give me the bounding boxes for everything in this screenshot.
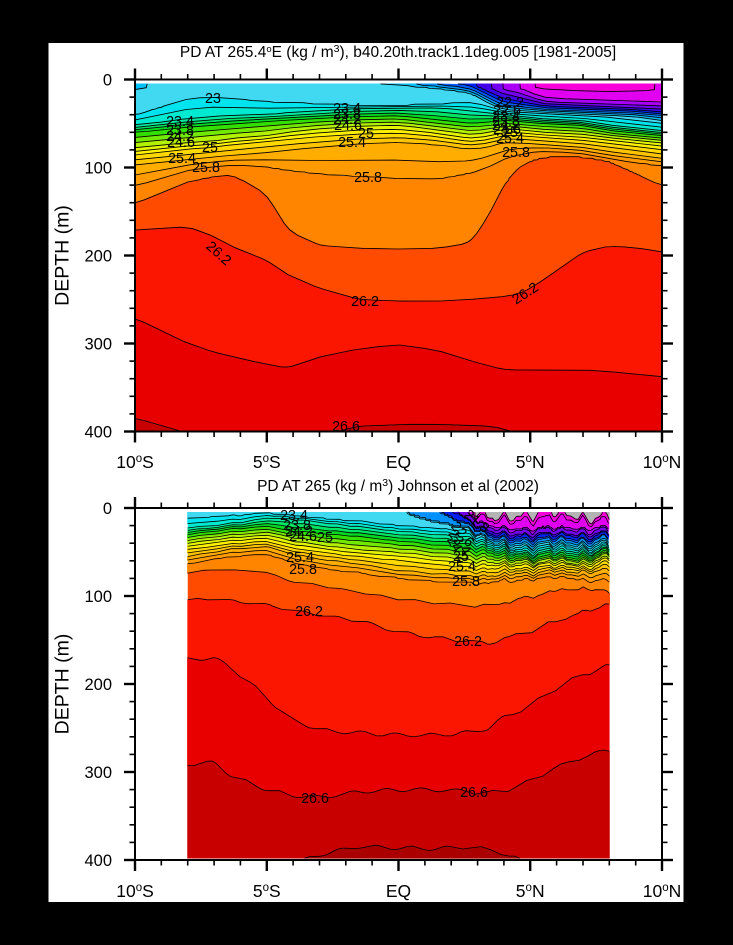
svg-text:23: 23 (205, 91, 221, 107)
svg-text:24.2: 24.2 (492, 118, 520, 134)
svg-text:25: 25 (317, 530, 333, 546)
svg-text:26.2: 26.2 (295, 604, 323, 620)
svg-text:5oN: 5oN (516, 881, 545, 901)
svg-text:25.4: 25.4 (168, 151, 196, 167)
svg-text:24.6: 24.6 (167, 135, 195, 151)
svg-text:23.8: 23.8 (166, 123, 194, 139)
svg-text:25.4: 25.4 (286, 550, 314, 566)
svg-text:25.8: 25.8 (452, 574, 480, 590)
svg-text:25.8: 25.8 (502, 145, 530, 161)
svg-text:200: 200 (84, 676, 112, 694)
svg-text:PD AT 265 (kg / m3) Johnson et: PD AT 265 (kg / m3) Johnson et al (2002) (257, 477, 539, 495)
svg-text:25.4: 25.4 (338, 135, 366, 151)
svg-text:DEPTH (m): DEPTH (m) (52, 634, 74, 735)
svg-text:24.6: 24.6 (493, 122, 521, 138)
svg-text:24.6: 24.6 (289, 529, 317, 545)
svg-text:23.4: 23.4 (166, 114, 194, 130)
svg-text:10oS: 10oS (116, 452, 154, 472)
svg-text:23.8: 23.8 (283, 518, 311, 534)
svg-text:10oN: 10oN (643, 452, 682, 472)
svg-text:26.2: 26.2 (351, 294, 379, 310)
svg-text:400: 400 (84, 423, 112, 441)
svg-text:25: 25 (358, 126, 374, 142)
svg-text:24.2: 24.2 (333, 112, 361, 128)
svg-text:5oN: 5oN (516, 452, 545, 472)
svg-text:26.6: 26.6 (332, 419, 360, 435)
svg-text:23.4: 23.4 (492, 109, 520, 125)
svg-text:EQ: EQ (386, 881, 411, 901)
svg-text:DEPTH (m): DEPTH (m) (52, 205, 74, 306)
svg-text:24.6: 24.6 (334, 118, 362, 134)
svg-text:0: 0 (103, 71, 112, 89)
svg-text:25.4: 25.4 (496, 131, 524, 147)
svg-text:200: 200 (84, 247, 112, 265)
svg-text:24.2: 24.2 (166, 129, 194, 145)
svg-text:EQ: EQ (386, 452, 411, 472)
svg-text:300: 300 (84, 335, 112, 353)
svg-text:23.8: 23.8 (492, 114, 520, 130)
svg-text:25: 25 (202, 140, 218, 156)
svg-text:25.4: 25.4 (448, 559, 476, 575)
svg-text:25: 25 (453, 549, 469, 565)
svg-text:25.8: 25.8 (354, 170, 382, 186)
svg-text:PD AT 265.4oE (kg / m3), b40.2: PD AT 265.4oE (kg / m3), b40.20th.track1… (180, 43, 616, 61)
svg-text:5oS: 5oS (253, 881, 281, 901)
svg-text:25.8: 25.8 (289, 562, 317, 578)
svg-text:25: 25 (502, 125, 518, 141)
svg-text:24.2: 24.2 (285, 524, 313, 540)
svg-text:5oS: 5oS (253, 452, 281, 472)
svg-text:26.6: 26.6 (301, 791, 329, 807)
svg-text:26.2: 26.2 (454, 634, 482, 650)
svg-text:10oS: 10oS (116, 881, 154, 901)
svg-text:10oN: 10oN (643, 881, 682, 901)
svg-text:25.8: 25.8 (192, 160, 220, 176)
svg-text:23.8: 23.8 (333, 107, 361, 123)
svg-text:23.4: 23.4 (333, 101, 361, 117)
svg-text:100: 100 (84, 588, 112, 606)
svg-text:26.6: 26.6 (460, 785, 488, 801)
svg-text:22.6: 22.6 (493, 103, 521, 119)
svg-text:400: 400 (84, 852, 112, 870)
svg-text:100: 100 (84, 159, 112, 177)
svg-text:300: 300 (84, 764, 112, 782)
svg-text:22.2: 22.2 (496, 95, 524, 111)
svg-text:0: 0 (103, 500, 112, 518)
svg-text:23.4: 23.4 (280, 508, 308, 524)
